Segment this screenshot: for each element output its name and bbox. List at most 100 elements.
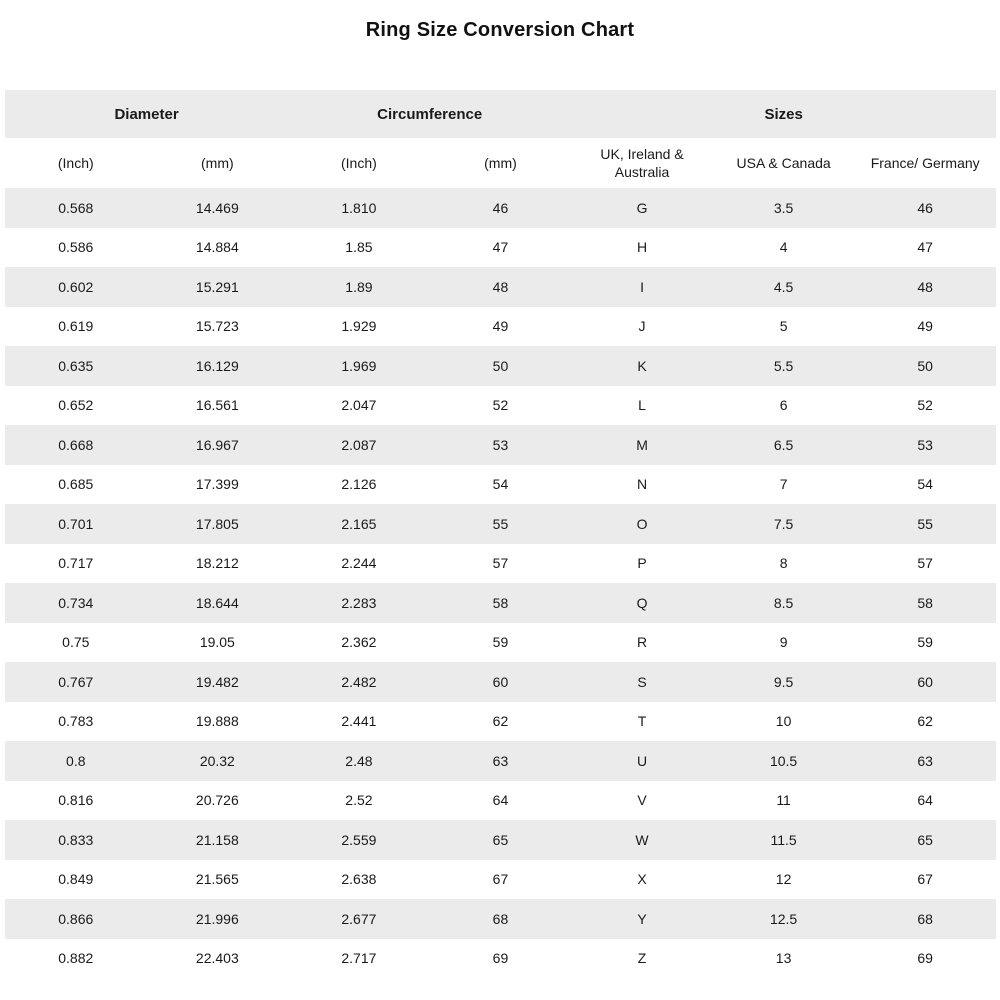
table-cell: 2.165 — [341, 515, 377, 532]
table-cell: 3.5 — [773, 199, 794, 216]
table-cell: 2.717 — [341, 950, 377, 967]
table-cell: 52 — [492, 397, 509, 414]
table-cell: 2.482 — [341, 673, 377, 690]
table-cell: 2.126 — [341, 476, 377, 493]
table-cell: 67 — [917, 871, 933, 888]
table-cell: 0.602 — [58, 278, 94, 295]
table-cell: 1.85 — [345, 239, 373, 256]
table-cell: 5.5 — [773, 357, 794, 374]
table-row: 0.833 21.158 2.559 65 W 11.5 65 — [5, 820, 996, 860]
table-cell: 67 — [492, 871, 509, 888]
table-cell: 2.559 — [341, 831, 377, 848]
table-cell: 0.668 — [58, 436, 94, 453]
table-cell: 17.805 — [195, 515, 239, 532]
table-cell: 0.619 — [58, 318, 94, 335]
column-header-uk-ireland-australia: UK, Ireland & Australia — [571, 138, 713, 188]
table-cell: 6.5 — [773, 436, 794, 453]
table-cell: 2.087 — [341, 436, 377, 453]
table-cell: 16.129 — [195, 357, 239, 374]
table-cell: 48 — [917, 278, 933, 295]
table-cell: V — [637, 792, 647, 809]
table-row: 0.849 21.565 2.638 67 X 12 67 — [5, 859, 996, 899]
table-cell: 0.701 — [58, 515, 94, 532]
table-cell: 8 — [779, 555, 788, 572]
table-cell: 1.969 — [341, 357, 377, 374]
table-cell: O — [636, 515, 648, 532]
group-header-sizes: Sizes — [764, 105, 803, 123]
table-cell: 9 — [779, 634, 788, 651]
group-header-circumference: Circumference — [377, 105, 483, 123]
table-cell: 0.568 — [58, 199, 94, 216]
table-body: 0.568 14.469 1.810 46 G 3.5 46 0.586 14.884 1.85 4… — [5, 188, 996, 978]
table-cell: 2.48 — [345, 752, 373, 769]
table-cell: 1.929 — [341, 318, 377, 335]
table-row: 0.635 16.129 1.969 50 K 5.5 50 — [5, 346, 996, 386]
table-cell: 12 — [775, 871, 792, 888]
table-row: 0.717 18.212 2.244 57 P 8 57 — [5, 543, 996, 583]
table-cell: 0.833 — [58, 831, 94, 848]
table-cell: 60 — [917, 673, 933, 690]
table-cell: 1.89 — [345, 278, 373, 295]
table-cell: 11.5 — [770, 831, 797, 848]
column-header-diameter-mm: (mm) — [201, 155, 234, 171]
table-cell: 0.734 — [58, 594, 94, 611]
table-cell: K — [637, 357, 647, 374]
table-cell: 20.32 — [199, 752, 235, 769]
table-cell: I — [640, 278, 644, 295]
table-cell: 2.677 — [341, 910, 377, 927]
table-cell: 17.399 — [195, 476, 239, 493]
group-header-diameter: Diameter — [114, 105, 179, 123]
table-cell: 6 — [779, 397, 788, 414]
table-cell: 15.723 — [195, 318, 239, 335]
table-cell: 10.5 — [769, 752, 798, 769]
ring-size-conversion-table: Diameter Circumference Sizes (Inch) (mm)… — [5, 90, 996, 978]
table-cell: 19.888 — [195, 713, 239, 730]
page-title: Ring Size Conversion Chart — [365, 19, 635, 41]
table-row: 0.568 14.469 1.810 46 G 3.5 46 — [5, 188, 996, 228]
table-cell: 2.047 — [341, 397, 377, 414]
table-cell: H — [636, 239, 648, 256]
table-cell: 69 — [917, 950, 933, 967]
table-cell: 50 — [492, 357, 509, 374]
table-cell: 64 — [492, 792, 509, 809]
table-cell: 54 — [917, 476, 933, 493]
column-header-usa-canada: USA & Canada — [736, 155, 831, 171]
table-cell: 4 — [779, 239, 788, 256]
table-row: 0.882 22.403 2.717 69 Z 13 69 — [5, 938, 996, 978]
table-cell: 50 — [917, 357, 933, 374]
table-row: 0.783 19.888 2.441 62 T 10 62 — [5, 701, 996, 741]
table-cell: 15.291 — [195, 278, 239, 295]
table-cell: J — [638, 318, 646, 335]
table-cell: 9.5 — [773, 673, 794, 690]
table-cell: 0.685 — [58, 476, 94, 493]
table-cell: 7.5 — [773, 515, 794, 532]
table-cell: 19.482 — [195, 673, 239, 690]
table-row: 0.734 18.644 2.283 58 Q 8.5 58 — [5, 583, 996, 623]
table-cell: 18.212 — [195, 555, 239, 572]
table-row: 0.619 15.723 1.929 49 J 5 49 — [5, 306, 996, 346]
table-cell: 48 — [492, 278, 509, 295]
column-header-circumference-inch: (Inch) — [341, 155, 377, 171]
table-cell: 2.283 — [341, 594, 377, 611]
table-row: 0.586 14.884 1.85 47 H 4 47 — [5, 227, 996, 267]
table-cell: Z — [637, 950, 647, 967]
table-cell: 2.441 — [341, 713, 377, 730]
table-row: 0.652 16.561 2.047 52 L 6 52 — [5, 385, 996, 425]
table-cell: 59 — [917, 634, 933, 651]
table-cell: 68 — [492, 910, 509, 927]
table-cell: 46 — [917, 199, 933, 216]
table-row: 0.767 19.482 2.482 60 S 9.5 60 — [5, 662, 996, 702]
table-cell: 0.866 — [58, 910, 94, 927]
table-cell: 0.816 — [58, 792, 94, 809]
table-cell: 52 — [917, 397, 933, 414]
table-cell: 46 — [492, 199, 509, 216]
table-cell: 55 — [492, 515, 509, 532]
table-cell: 0.586 — [58, 239, 94, 256]
table-cell: 11 — [776, 792, 791, 809]
table-cell: 49 — [917, 318, 933, 335]
table-cell: S — [637, 673, 647, 690]
table-row: 0.685 17.399 2.126 54 N 7 54 — [5, 464, 996, 504]
table-cell: W — [635, 831, 649, 848]
table-cell: 0.635 — [58, 357, 94, 374]
sub-header-row: (Inch) (mm) (Inch) (mm) UK, Ireland & Au… — [5, 138, 996, 188]
